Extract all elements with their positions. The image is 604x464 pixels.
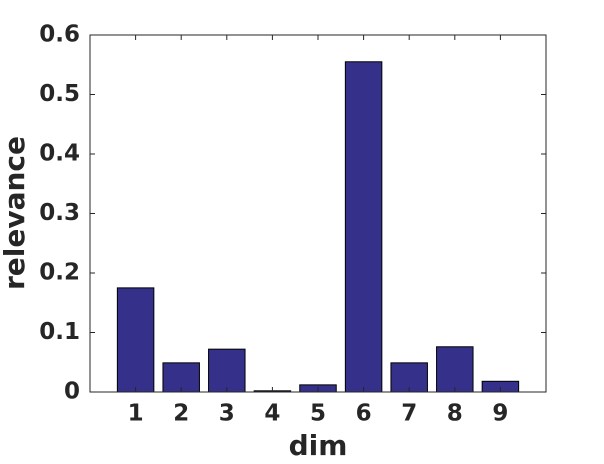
x-tick-label: 7 bbox=[401, 401, 417, 427]
x-tick-label: 4 bbox=[264, 401, 280, 427]
bar bbox=[116, 287, 155, 393]
axes-box bbox=[89, 34, 547, 393]
x-tick-label: 3 bbox=[219, 401, 235, 427]
y-tick-label: 0.2 bbox=[39, 260, 80, 286]
y-tick-label: 0 bbox=[64, 379, 80, 405]
bar bbox=[436, 346, 474, 393]
x-tick-label: 6 bbox=[356, 401, 372, 427]
x-tick-label: 8 bbox=[447, 401, 463, 427]
y-axis-label: relevance bbox=[0, 136, 31, 290]
y-tick-label: 0.4 bbox=[39, 141, 80, 167]
x-tick-label: 5 bbox=[310, 401, 326, 427]
y-tick-label: 0.5 bbox=[39, 81, 80, 107]
bar bbox=[344, 61, 383, 393]
bar bbox=[208, 348, 246, 393]
x-tick-label: 2 bbox=[173, 401, 189, 427]
x-tick-label: 9 bbox=[492, 401, 508, 427]
x-tick-label: 1 bbox=[128, 401, 144, 427]
y-tick-label: 0.3 bbox=[39, 200, 80, 226]
y-tick-label: 0.6 bbox=[39, 22, 80, 48]
y-tick-label: 0.1 bbox=[39, 319, 80, 345]
x-axis-label: dim bbox=[289, 429, 348, 462]
